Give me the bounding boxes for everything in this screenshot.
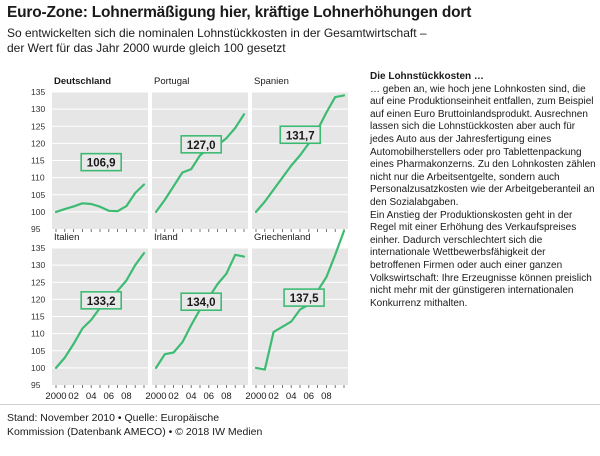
- panel-title: Deutschland: [54, 76, 111, 87]
- y-tick-label: 110: [31, 329, 45, 339]
- series-line: [254, 94, 346, 213]
- panel-spanien: Spanien 131,7: [252, 76, 348, 232]
- y-tick-label: 100: [31, 363, 45, 373]
- x-tick-label: 06: [104, 391, 115, 400]
- y-tick-label: 120: [31, 138, 45, 148]
- value-label: 137,5: [290, 293, 319, 305]
- source-line-1: Stand: November 2010 • Quelle: Europäisc…: [7, 412, 220, 424]
- x-tick-label: 02: [168, 391, 179, 400]
- panel-deutschland: Deutschland 95 100 105 110 115 120 125 130 135 106…: [31, 76, 148, 234]
- value-badge: [80, 152, 122, 172]
- y-tick-label: 130: [31, 260, 45, 270]
- x-tick-label: 06: [204, 391, 215, 400]
- y-tick-label: 130: [31, 104, 45, 114]
- value-badge: [180, 292, 222, 312]
- explanation-heading: Die Lohnstückkosten …: [370, 71, 484, 82]
- x-tick-label: 02: [268, 391, 279, 400]
- footer-divider: [0, 404, 600, 405]
- explanation-tail: Ein Anstieg der Produktionskosten geht i…: [370, 209, 592, 309]
- y-tick-label: 135: [31, 87, 45, 97]
- panel-title: Portugal: [154, 76, 189, 87]
- y-tick-label: 115: [31, 156, 45, 166]
- x-tick-label: 04: [86, 391, 97, 400]
- x-tick-label: 02: [68, 391, 79, 400]
- x-tick-label: 08: [321, 391, 332, 400]
- value-label: 131,7: [286, 130, 315, 142]
- explanation-box: Die Lohnstückkosten … … geben an, wie ho…: [370, 71, 596, 310]
- panel-title: Irland: [154, 232, 178, 243]
- y-tick-label: 110: [31, 173, 45, 183]
- x-tick-label: 08: [121, 391, 132, 400]
- source-line-2: Kommission (Datenbank AMECO) • © 2018 IW…: [7, 425, 263, 438]
- y-tick-label: 120: [31, 294, 45, 304]
- series-line: [254, 229, 346, 371]
- x-tick-label: 04: [186, 391, 197, 400]
- panel-title: Italien: [54, 232, 79, 243]
- subtitle-line-2: der Wert für das Jahr 2000 wurde gleich …: [7, 41, 286, 55]
- chart-title: Euro-Zone: Lohnermäßigung hier, kräftige…: [7, 4, 472, 21]
- value-badge: [180, 135, 222, 154]
- x-tick-label: 2000: [145, 391, 166, 400]
- x-tick-label: 04: [286, 391, 297, 400]
- y-tick-label: 135: [31, 243, 45, 253]
- value-badge: [80, 291, 122, 310]
- panel-italien: Italien 95 100 105 110 115 120 125 130 135 2000 02 0…: [31, 232, 148, 400]
- value-badge: [283, 288, 325, 307]
- y-tick-label: 115: [31, 312, 45, 322]
- y-tick-label: 100: [31, 207, 45, 217]
- panel-title: Spanien: [254, 76, 289, 87]
- x-tick-label: 08: [221, 391, 232, 400]
- panel-title: Griechenland: [254, 232, 311, 243]
- panel-irland: Irland 2000 02 04 06 08 134,0: [145, 232, 248, 400]
- series-line: [154, 113, 246, 213]
- x-tick-label: 2000: [245, 391, 266, 400]
- series-line: [54, 183, 146, 213]
- y-tick-label: 125: [31, 277, 45, 287]
- y-tick-label: 105: [31, 346, 45, 356]
- y-tick-label: 105: [31, 190, 45, 200]
- y-tick-label: 125: [31, 121, 45, 131]
- panel-portugal: Portugal 127,0: [152, 76, 248, 232]
- value-label: 134,0: [187, 297, 216, 309]
- value-label: 106,9: [87, 158, 116, 170]
- value-label: 127,0: [187, 140, 216, 152]
- y-tick-label: 95: [31, 224, 41, 234]
- small-multiples-chart: Deutschland 95 100 105 110 115 120 125 130 135 106…: [31, 76, 348, 400]
- value-label: 133,2: [87, 296, 116, 308]
- explanation-body: … geben an, wie hoch jene Lohnkosten sin…: [370, 83, 596, 208]
- x-tick-label: 2000: [45, 391, 66, 400]
- source-note: Stand: November 2010 • Quelle: Europäisc…: [7, 412, 597, 439]
- value-badge: [279, 125, 322, 145]
- y-tick-label: 95: [31, 380, 41, 390]
- chart-subtitle: So entwickelten sich die nominalen Lohns…: [7, 26, 597, 56]
- panel-griechenland: Griechenland 2000 02 04 06 08 137,5: [245, 229, 348, 400]
- subtitle-line-1: So entwickelten sich die nominalen Lohns…: [7, 26, 427, 40]
- x-tick-label: 06: [304, 391, 315, 400]
